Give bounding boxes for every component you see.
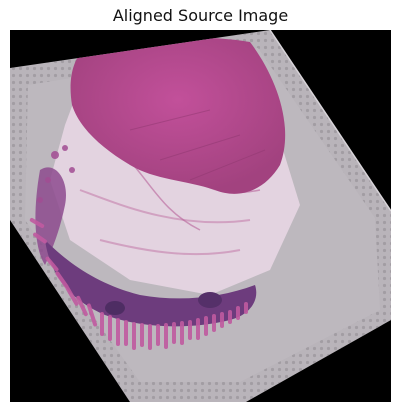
tissue-slide-image [10, 30, 391, 402]
figure-title: Aligned Source Image [112, 6, 289, 25]
muscle-tissue [70, 37, 286, 194]
villi-fringe [29, 218, 248, 350]
aligned-source-image [10, 30, 391, 402]
